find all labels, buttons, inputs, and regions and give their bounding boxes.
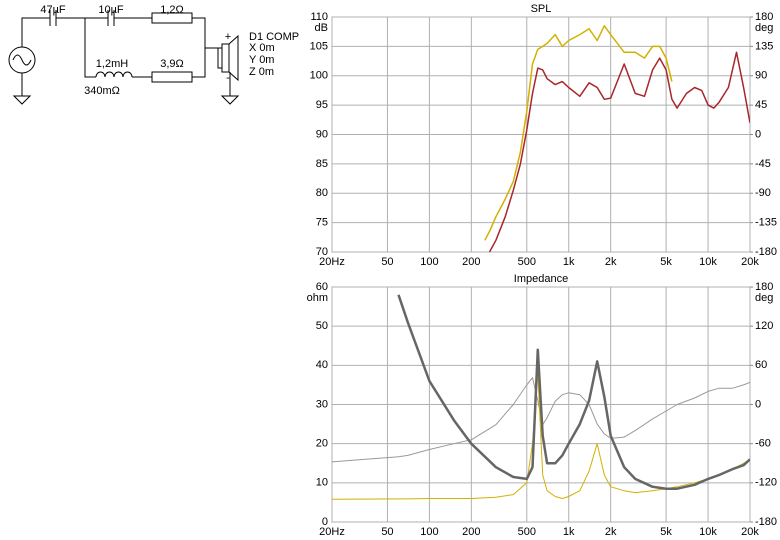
y2-tick-label: -60 — [755, 438, 771, 450]
y-tick-label: 70 — [316, 246, 328, 258]
y2-tick-label: 180 — [755, 11, 773, 23]
x-tick-label: 100 — [420, 526, 438, 538]
y2-tick-label: 120 — [755, 320, 773, 332]
y2-tick-label: 135 — [755, 40, 773, 52]
y2-tick-label: -45 — [755, 158, 771, 170]
x-tick-label: 1k — [563, 256, 575, 268]
x-tick-label: 1k — [563, 526, 575, 538]
y-tick-label: 0 — [322, 516, 328, 528]
y-tick-label: 100 — [310, 70, 328, 82]
resistor — [151, 12, 193, 24]
x-tick-label: 500 — [518, 256, 536, 268]
source-wave — [12, 54, 32, 66]
label: 3,9Ω — [160, 58, 184, 70]
y-tick-label: 80 — [316, 187, 328, 199]
label: - — [226, 72, 230, 84]
x-tick-label: 20Hz — [319, 526, 345, 538]
chart-title: Impedance — [514, 273, 568, 285]
x-tick-label: 50 — [381, 256, 393, 268]
x-tick-label: 500 — [518, 526, 536, 538]
x-tick-label: 10k — [699, 526, 717, 538]
series-line — [488, 51, 750, 252]
series-line — [332, 377, 750, 463]
x-tick-label: 50 — [381, 526, 393, 538]
y2-tick-label: -180 — [755, 246, 777, 258]
x-tick-label: 100 — [420, 256, 438, 268]
x-tick-label: 5k — [660, 256, 672, 268]
speaker-cone — [228, 34, 239, 82]
label: 340mΩ — [84, 85, 120, 97]
y-axis-unit: ohm — [307, 292, 328, 304]
x-tick-label: 200 — [462, 526, 480, 538]
y-tick-label: 105 — [310, 40, 328, 52]
ground — [12, 95, 240, 105]
x-tick-label: 20Hz — [319, 256, 345, 268]
label: + — [225, 31, 231, 43]
series-line — [484, 25, 673, 241]
resistor — [151, 71, 193, 83]
x-tick-label: 200 — [462, 256, 480, 268]
x-tick-label: 20k — [741, 256, 759, 268]
y2-axis-unit: deg — [755, 22, 773, 34]
y-tick-label: 10 — [316, 477, 328, 489]
y2-axis-unit: deg — [755, 292, 773, 304]
label: Z 0m — [249, 66, 274, 78]
y2-tick-label: 90 — [755, 70, 767, 82]
y2-tick-label: -180 — [755, 516, 777, 528]
y-tick-label: 30 — [316, 398, 328, 410]
label: X 0m — [249, 42, 275, 54]
y-tick-label: 50 — [316, 320, 328, 332]
label: 1,2Ω — [160, 4, 184, 16]
y2-tick-label: 45 — [755, 99, 767, 111]
label: 1,2mH — [96, 58, 128, 70]
y2-tick-label: 180 — [755, 281, 773, 293]
series-line — [397, 294, 750, 490]
x-tick-label: 2k — [605, 526, 617, 538]
y-tick-label: 75 — [316, 217, 328, 229]
label: D1 COMP — [249, 31, 299, 43]
y2-tick-label: -120 — [755, 477, 777, 489]
y2-tick-label: -135 — [755, 217, 777, 229]
y-tick-label: 85 — [316, 158, 328, 170]
speaker — [221, 43, 230, 73]
x-tick-label: 20k — [741, 526, 759, 538]
y-tick-label: 95 — [316, 99, 328, 111]
x-tick-label: 10k — [699, 256, 717, 268]
x-tick-label: 2k — [605, 256, 617, 268]
series-line — [332, 372, 750, 500]
y2-tick-label: 60 — [755, 359, 767, 371]
x-tick-label: 5k — [660, 526, 672, 538]
label: 10µF — [98, 4, 124, 16]
y-tick-label: 40 — [316, 359, 328, 371]
y2-tick-label: 0 — [755, 398, 761, 410]
inductor — [95, 71, 133, 78]
capacitors — [49, 10, 115, 26]
chart-title: SPL — [531, 3, 552, 15]
y-tick-label: 90 — [316, 128, 328, 140]
y-tick-label: 60 — [316, 281, 328, 293]
y-tick-label: 20 — [316, 438, 328, 450]
y2-tick-label: 0 — [755, 128, 761, 140]
y2-tick-label: -90 — [755, 187, 771, 199]
y-axis-unit: dB — [315, 22, 328, 34]
label: 47µF — [40, 4, 66, 16]
y-tick-label: 110 — [310, 11, 328, 23]
schematic: 47µF 10µF 1,2Ω 1,2mH 340mΩ 3,9Ω + - D1 C… — [8, 4, 299, 105]
wires — [21, 17, 231, 96]
label: Y 0m — [249, 54, 274, 66]
